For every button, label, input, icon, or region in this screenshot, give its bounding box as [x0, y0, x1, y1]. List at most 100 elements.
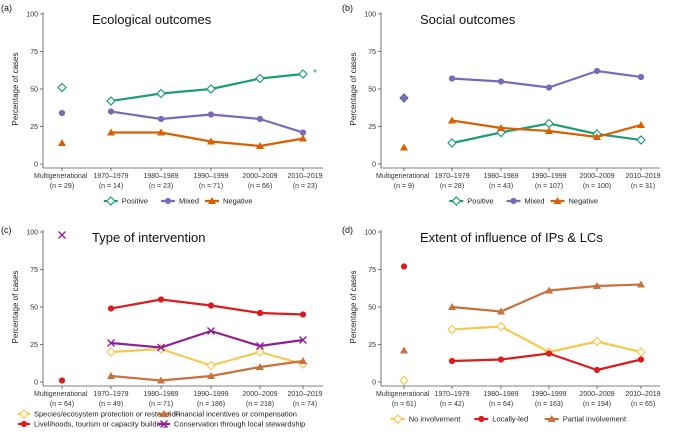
multigenerational-point: [400, 143, 408, 151]
legend-label: Positive: [122, 197, 148, 206]
legend-label: Locally-led: [492, 415, 528, 424]
legend-label: No involvement: [409, 415, 462, 424]
multigenerational-point: [58, 109, 66, 117]
data-point: [156, 88, 166, 99]
y-tick-label: 25: [30, 342, 38, 349]
x-tick-label: 1980–1989: [483, 391, 518, 398]
multigenerational-point: [58, 139, 66, 146]
x-tick-label: Multigenerational: [376, 173, 430, 180]
series-partial-involvement: [400, 280, 645, 354]
y-axis-label: Percentage of cases: [349, 53, 358, 126]
data-point: [207, 372, 215, 379]
y-tick-label: 75: [368, 267, 376, 274]
data-point: [157, 128, 165, 136]
legend: No involvement Locally-led Partial involve…: [390, 414, 627, 424]
x-tick-label: 2000–2009: [579, 173, 614, 180]
panel-label: (b): [342, 3, 353, 13]
data-point: [256, 142, 264, 149]
y-tick-label: 75: [30, 49, 38, 56]
legend-label: Negative: [569, 197, 599, 206]
data-point: [299, 311, 307, 318]
data-point: [256, 342, 264, 350]
y-tick-label: 50: [368, 87, 376, 94]
data-point: [107, 305, 115, 312]
data-point: [447, 138, 457, 148]
data-point: [106, 96, 116, 106]
panel-label: (d): [342, 225, 353, 235]
x-tick-label: 2010–2019: [287, 391, 322, 398]
x-tick-n: (n = 14): [99, 183, 123, 190]
significance-star: *: [313, 68, 317, 79]
x-tick-n: (n = 64): [489, 401, 513, 408]
chart-title: Extent of influence of IPs & LCs: [420, 230, 603, 245]
data-point: [256, 309, 264, 317]
series-positive: [399, 93, 646, 148]
x-tick-label: Multigenerational: [34, 173, 88, 180]
data-point: [636, 135, 646, 145]
legend-swatch-marker: [510, 197, 517, 205]
data-point: [545, 350, 553, 357]
multigenerational-point: [400, 94, 408, 102]
data-point: [448, 75, 456, 82]
legend-label: Mixed: [179, 197, 199, 206]
x-tick-label: 1970–1979: [93, 173, 128, 180]
x-tick-n: (n = 71): [199, 183, 223, 190]
x-tick-label: 2010–2019: [625, 173, 660, 180]
x-tick-n: (n = 65): [631, 401, 655, 408]
x-tick-label: 1970–1979: [434, 173, 469, 180]
x-tick-label: 1980–1989: [143, 173, 178, 180]
data-point: [256, 115, 264, 123]
data-point: [255, 73, 265, 84]
data-point: [157, 296, 165, 303]
data-point: [207, 302, 215, 309]
data-point: [637, 73, 645, 81]
data-point: [593, 366, 601, 374]
data-point: [496, 321, 506, 332]
data-point: [593, 282, 601, 289]
x-tick-n: (n = 74): [293, 401, 317, 408]
x-tick-label: 2000–2009: [242, 173, 277, 180]
chart-title: Type of intervention: [92, 230, 205, 245]
x-tick-n: (n = 31): [631, 183, 655, 190]
x-tick-label: Multigenerational: [376, 391, 430, 398]
x-tick-label: 1990–1999: [193, 391, 228, 398]
legend-swatch-marker: [451, 196, 462, 206]
x-tick-label: 2000–2009: [579, 391, 614, 398]
legend-label: Livelihoods, tourism or capacity buildin…: [34, 420, 167, 429]
chart-title: Social outcomes: [420, 12, 516, 27]
data-point: [299, 336, 307, 344]
data-point: [592, 336, 602, 347]
x-tick-n: (n = 64): [50, 401, 74, 408]
y-tick-label: 75: [368, 49, 376, 56]
series-locally-led: [400, 263, 645, 374]
legend-label: Negative: [223, 197, 253, 206]
data-point: [448, 357, 456, 365]
data-point: [545, 127, 553, 134]
y-axis-label: Percentage of cases: [11, 53, 20, 126]
y-tick-label: 0: [372, 380, 376, 387]
legend-label: Financial incentives or compensation: [174, 410, 297, 419]
legend-swatch-marker: [553, 197, 562, 204]
data-point: [637, 356, 645, 363]
x-tick-n: (n = 100): [583, 183, 611, 190]
x-tick-n: (n = 61): [392, 401, 416, 408]
legend-label: Partial involvement: [563, 415, 627, 424]
legend-swatch-marker: [392, 414, 403, 424]
y-tick-label: 0: [34, 380, 38, 387]
data-point: [256, 363, 264, 370]
legend: Positive Mixed Negative: [449, 196, 599, 206]
series-no-involvement: [399, 321, 646, 386]
x-tick-label: 2010–2019: [625, 391, 660, 398]
data-point: [497, 78, 505, 85]
x-tick-n: (n = 9): [394, 183, 414, 190]
x-tick-n: (n = 49): [99, 401, 123, 408]
x-tick-n: (n = 107): [535, 183, 563, 190]
x-tick-n: (n = 163): [535, 401, 563, 408]
legend-swatch-marker: [160, 410, 168, 417]
series-line: [111, 131, 304, 148]
multigenerational-point: [399, 375, 409, 386]
x-tick-n: (n = 186): [197, 401, 225, 408]
series-negative: [58, 128, 307, 149]
series-line: [110, 72, 304, 103]
